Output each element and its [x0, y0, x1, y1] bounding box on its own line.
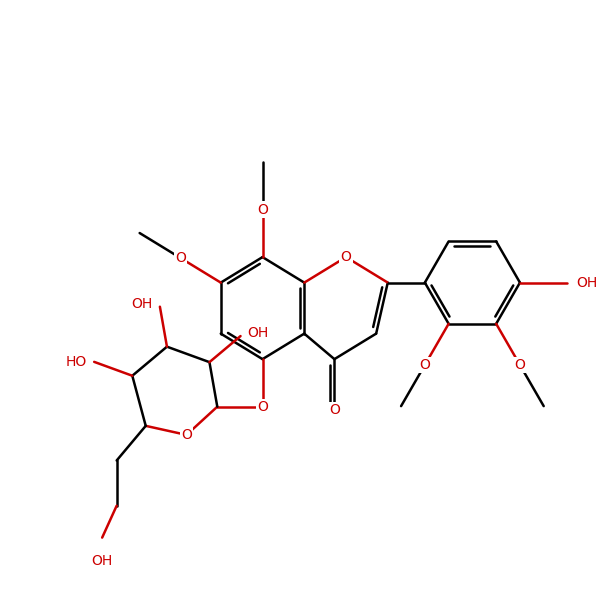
Text: O: O [257, 400, 268, 413]
Text: O: O [175, 251, 185, 265]
Text: OH: OH [131, 297, 153, 311]
Text: O: O [329, 403, 340, 417]
Text: O: O [341, 250, 352, 264]
Text: O: O [419, 358, 430, 372]
Text: O: O [515, 358, 526, 372]
Text: OH: OH [92, 554, 113, 568]
Text: HO: HO [66, 355, 87, 369]
Text: O: O [181, 428, 192, 442]
Text: OH: OH [247, 326, 269, 340]
Text: OH: OH [576, 275, 598, 290]
Text: O: O [257, 203, 268, 217]
